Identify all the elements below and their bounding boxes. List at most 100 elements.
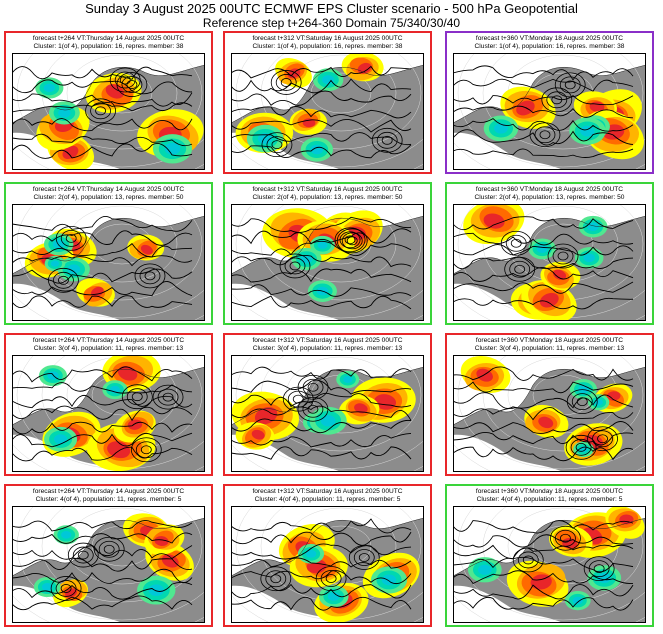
geopotential-contour bbox=[12, 216, 193, 232]
ocean-area bbox=[453, 283, 563, 321]
coastline bbox=[12, 517, 205, 577]
map-frame bbox=[231, 355, 424, 472]
geopotential-contour bbox=[346, 236, 358, 246]
geopotential-contour bbox=[307, 404, 319, 414]
negative-anomaly-area bbox=[257, 133, 273, 145]
map-frame bbox=[231, 53, 424, 170]
geopotential-contour bbox=[500, 230, 532, 256]
geopotential-map bbox=[231, 53, 424, 170]
geopotential-map bbox=[231, 355, 424, 472]
panel-cluster-label: Cluster: 1(of 4), population: 16, repres… bbox=[33, 43, 184, 50]
geopotential-contour bbox=[555, 529, 576, 547]
map-frame bbox=[453, 53, 646, 170]
geopotential-contour bbox=[67, 542, 99, 568]
geopotential-contour bbox=[453, 105, 634, 119]
positive-anomaly-area bbox=[374, 394, 397, 410]
geopotential-contour bbox=[144, 271, 156, 281]
panel-cluster-label: Cluster: 3(of 4), population: 11, repres… bbox=[474, 345, 625, 352]
geopotential-contour bbox=[231, 119, 412, 133]
positive-anomaly-area bbox=[118, 366, 138, 381]
geopotential-contour bbox=[121, 384, 153, 410]
geopotential-contour bbox=[597, 434, 608, 444]
geopotential-contour bbox=[344, 235, 356, 245]
geopotential-contour bbox=[231, 78, 412, 94]
negative-anomaly-area bbox=[580, 125, 595, 137]
geopotential-contour bbox=[60, 584, 72, 593]
geopotential-contour bbox=[231, 228, 412, 245]
negative-anomaly-area bbox=[594, 399, 603, 406]
geopotential-contour bbox=[231, 557, 412, 569]
panel-forecast-label: forecast t+264 VT:Thursday 14 August 202… bbox=[32, 337, 185, 344]
panel-forecast-label: forecast t+360 VT:Monday 18 August 2025 … bbox=[475, 35, 624, 42]
geopotential-contour bbox=[12, 133, 193, 147]
geopotential-contour bbox=[12, 268, 193, 284]
geopotential-contour bbox=[152, 384, 184, 410]
panel-forecast-label: forecast t+312 VT:Saturday 16 August 202… bbox=[252, 488, 403, 495]
cluster-map-panel: forecast t+264 VT:Thursday 14 August 202… bbox=[4, 484, 213, 627]
graticule-line bbox=[260, 53, 422, 150]
geopotential-contour bbox=[135, 441, 157, 459]
positive-anomaly-area bbox=[539, 292, 559, 308]
geopotential-contour bbox=[231, 90, 412, 106]
geopotential-map bbox=[12, 204, 205, 321]
geopotential-contour bbox=[453, 94, 634, 106]
coastline bbox=[231, 215, 424, 275]
geopotential-contour bbox=[12, 230, 193, 246]
geopotential-contour bbox=[231, 132, 412, 146]
graticule-line bbox=[16, 506, 205, 621]
graticule-line bbox=[457, 355, 646, 470]
geopotential-contour bbox=[320, 570, 342, 587]
panel-forecast-label: forecast t+264 VT:Thursday 14 August 202… bbox=[32, 186, 185, 193]
panel-forecast-label: forecast t+360 VT:Monday 18 August 2025 … bbox=[475, 337, 624, 344]
geopotential-contour bbox=[453, 421, 634, 434]
graticule-line bbox=[482, 355, 644, 452]
geopotential-contour bbox=[12, 255, 193, 267]
geopotential-contour bbox=[93, 536, 125, 562]
geopotential-contour bbox=[336, 228, 368, 254]
negative-anomaly-area bbox=[572, 596, 583, 605]
geopotential-contour bbox=[551, 95, 563, 105]
ocean-area bbox=[453, 434, 563, 472]
coastline bbox=[12, 366, 205, 426]
geopotential-contour bbox=[275, 74, 297, 91]
geopotential-contour bbox=[453, 148, 634, 158]
map-frame bbox=[12, 53, 205, 170]
geopotential-contour bbox=[231, 268, 412, 283]
geopotential-contour bbox=[292, 394, 304, 404]
geopotential-contour bbox=[231, 295, 412, 310]
graticule-line bbox=[482, 53, 644, 150]
geopotential-map bbox=[231, 506, 424, 623]
map-frame bbox=[12, 506, 205, 623]
geopotential-contour bbox=[12, 432, 193, 448]
geopotential-contour bbox=[231, 405, 412, 421]
geopotential-contour bbox=[559, 76, 581, 94]
geopotential-contour bbox=[270, 70, 302, 95]
negative-anomaly-area bbox=[343, 376, 353, 383]
panel-forecast-label: forecast t+312 VT:Saturday 16 August 202… bbox=[252, 35, 403, 42]
geopotential-contour bbox=[270, 574, 282, 584]
negative-anomaly-area bbox=[536, 244, 548, 254]
geopotential-contour bbox=[358, 553, 370, 562]
geopotential-contour bbox=[126, 80, 138, 89]
panel-forecast-label: forecast t+312 VT:Saturday 16 August 202… bbox=[252, 337, 403, 344]
positive-anomaly-area bbox=[154, 536, 169, 547]
graticule-line bbox=[235, 53, 424, 168]
geopotential-contour bbox=[12, 66, 193, 80]
geopotential-contour bbox=[260, 566, 292, 592]
coastline bbox=[453, 64, 646, 124]
graticule-line bbox=[235, 204, 424, 319]
geopotential-contour bbox=[453, 584, 634, 600]
geopotential-contour bbox=[271, 140, 283, 150]
cluster-map-panel: forecast t+360 VT:Monday 18 August 2025 … bbox=[445, 31, 654, 174]
geopotential-contour bbox=[12, 92, 193, 107]
geopotential-contour bbox=[289, 261, 301, 271]
geopotential-contour bbox=[453, 65, 634, 81]
panel-forecast-label: forecast t+360 VT:Monday 18 August 2025 … bbox=[475, 488, 624, 495]
geopotential-contour bbox=[48, 267, 79, 293]
geopotential-contour bbox=[90, 102, 111, 120]
geopotential-map bbox=[453, 204, 646, 321]
geopotential-contour bbox=[453, 392, 634, 409]
geopotential-contour bbox=[552, 247, 574, 265]
map-frame bbox=[453, 355, 646, 472]
panel-cluster-label: Cluster: 4(of 4), population: 11, repres… bbox=[35, 496, 182, 503]
